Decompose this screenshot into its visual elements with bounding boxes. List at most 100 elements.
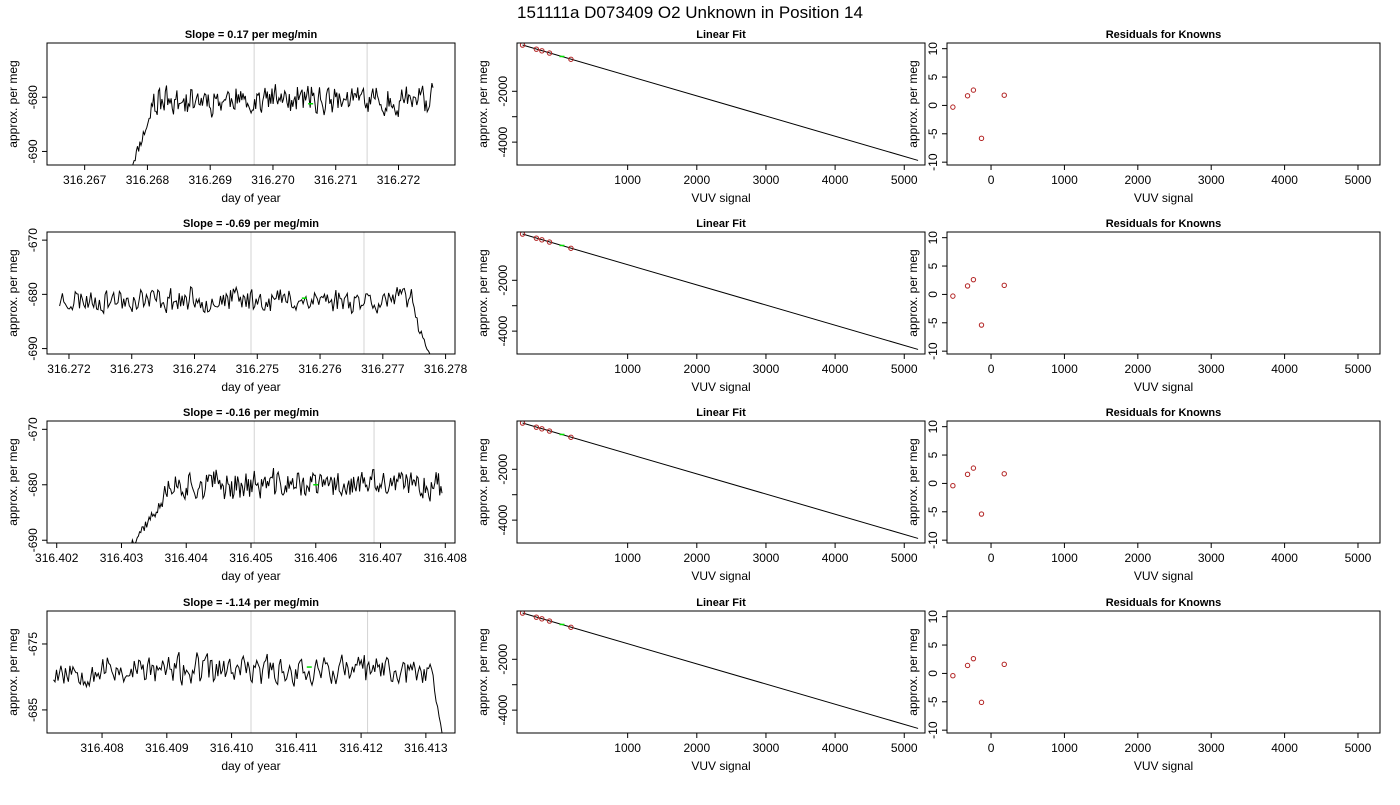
chart-7-frame xyxy=(46,420,456,544)
chart-3-title: Residuals for Knowns xyxy=(1106,29,1222,41)
chart-12-ytick-label: 5 xyxy=(926,641,940,648)
chart-2-ylabel: approx. per meg xyxy=(476,60,490,147)
chart-10-xtick-label: 316.409 xyxy=(145,741,189,755)
chart-9-xtick-label: 0 xyxy=(988,551,995,565)
chart-5-xtick-label: 5000 xyxy=(891,362,918,376)
chart-2-title: Linear Fit xyxy=(696,29,746,41)
chart-6-frame xyxy=(946,231,1381,355)
chart-8-ylabel: approx. per meg xyxy=(476,438,490,525)
chart-8-fit-line xyxy=(522,422,919,539)
figure-title: 151111a D073409 O2 Unknown in Position 1… xyxy=(517,3,863,22)
chart-12-known-point xyxy=(950,672,956,679)
chart-8-xtick-label: 4000 xyxy=(822,551,849,565)
chart-9-ytick-label: 0 xyxy=(926,480,940,487)
chart-10-title: Slope = -1.14 per meg/min xyxy=(183,597,319,609)
chart-2-xtick-label: 2000 xyxy=(683,173,710,187)
chart-4: Slope = -0.69 per meg/min 316.272 316.273 3… xyxy=(6,218,468,394)
chart-12-xtick-label: 5000 xyxy=(1345,741,1372,755)
chart-8-xtick-label: 1000 xyxy=(614,551,641,565)
chart-12-known-point xyxy=(978,699,985,706)
chart-7-xtick-label: 316.407 xyxy=(359,551,403,565)
chart-5-fit-line xyxy=(522,233,919,350)
chart-11-ytick-label: -4000 xyxy=(496,694,510,725)
chart-8-known-point xyxy=(533,424,540,430)
chart-9-xtick-label: 2000 xyxy=(1124,551,1151,565)
chart-9-ytick-label: 5 xyxy=(926,451,940,458)
chart-8-known-point xyxy=(519,421,526,426)
chart-10-ylabel: approx. per meg xyxy=(6,628,20,715)
chart-4-ytick-label: -690 xyxy=(26,336,40,360)
chart-2-known-point xyxy=(568,56,574,62)
chart-3-xtick-label: 0 xyxy=(988,173,995,187)
chart-8-known-point xyxy=(546,428,553,434)
chart-9: Residuals for Knowns 0 1000 2000 3000 4000 500… xyxy=(906,407,1381,583)
chart-1-xtick-label: 316.270 xyxy=(251,173,295,187)
chart-7-title: Slope = -0.16 per meg/min xyxy=(183,407,319,419)
chart-7-series-line xyxy=(131,467,443,543)
chart-8-ytick-label: -2000 xyxy=(496,454,510,485)
chart-6-ytick-label: -5 xyxy=(926,317,940,328)
chart-9-xtick-label: 3000 xyxy=(1198,551,1225,565)
chart-12-frame xyxy=(946,610,1381,734)
chart-5-known-point xyxy=(533,235,540,241)
chart-5-xtick-label: 1000 xyxy=(614,362,641,376)
chart-6-known-point xyxy=(970,276,977,283)
chart-2-known-point xyxy=(546,50,553,56)
chart-12: Residuals for Knowns 0 1000 2000 3000 4000 500… xyxy=(906,597,1381,773)
chart-12-xtick-label: 2000 xyxy=(1124,741,1151,755)
chart-5-xtick-label: 4000 xyxy=(822,362,849,376)
chart-9-known-point xyxy=(970,465,977,471)
chart-3: Residuals for Knowns 0 1000 2000 3000 4000 500… xyxy=(906,29,1381,205)
chart-6-xtick-label: 3000 xyxy=(1198,362,1225,376)
chart-10-xtick-label: 316.408 xyxy=(80,741,124,755)
chart-4-xtick-label: 316.277 xyxy=(361,362,405,376)
chart-8-title: Linear Fit xyxy=(696,407,746,419)
chart-3-ytick-label: 10 xyxy=(926,42,940,56)
chart-10-xtick-label: 316.411 xyxy=(275,741,318,755)
chart-5-ytick-label: -4000 xyxy=(496,315,510,346)
chart-6-xtick-label: 2000 xyxy=(1124,362,1151,376)
chart-7-xtick-label: 316.404 xyxy=(165,551,209,565)
chart-7-ytick-label: -670 xyxy=(26,417,40,441)
chart-2-xlabel: VUV signal xyxy=(691,191,750,205)
chart-1-xtick-label: 316.271 xyxy=(314,173,358,187)
chart-2-xtick-label: 5000 xyxy=(891,173,918,187)
chart-1-xlabel: day of year xyxy=(221,191,280,205)
chart-9-ytick-label: -10 xyxy=(926,531,940,549)
chart-6-xtick-label: 4000 xyxy=(1271,362,1298,376)
chart-8: Linear Fit 1000 2000 3000 4000 5000 -4000 -2000… xyxy=(476,407,926,583)
chart-11-known-point xyxy=(533,614,540,620)
chart-12-known-point xyxy=(1001,661,1007,668)
chart-3-known-point xyxy=(1001,92,1007,98)
chart-9-xtick-label: 1000 xyxy=(1051,551,1078,565)
chart-6-xtick-label: 0 xyxy=(988,362,995,376)
chart-11-ytick-label: -2000 xyxy=(496,644,510,675)
chart-3-xtick-label: 1000 xyxy=(1051,173,1078,187)
chart-8-known-point xyxy=(539,426,545,432)
chart-3-xtick-label: 5000 xyxy=(1345,173,1372,187)
chart-3-frame xyxy=(946,42,1381,166)
chart-3-ytick-label: -10 xyxy=(926,153,940,171)
chart-6-known-point xyxy=(1001,282,1007,289)
chart-2-known-point xyxy=(519,43,526,48)
chart-11-xtick-label: 4000 xyxy=(822,741,849,755)
chart-7-xlabel: day of year xyxy=(221,569,280,583)
chart-8-ytick-label: -4000 xyxy=(496,504,510,535)
chart-1-ylabel: approx. per meg xyxy=(6,60,20,147)
chart-2-ytick-label: -4000 xyxy=(496,126,510,157)
chart-4-ytick-label: -670 xyxy=(26,228,40,252)
chart-5-xlabel: VUV signal xyxy=(691,380,750,394)
chart-2-xtick-label: 3000 xyxy=(753,173,780,187)
chart-12-xtick-label: 0 xyxy=(988,741,995,755)
chart-6-known-point xyxy=(978,322,985,328)
chart-9-title: Residuals for Knowns xyxy=(1106,407,1222,419)
chart-7-ytick-label: -690 xyxy=(26,528,40,552)
chart-2-fit-line xyxy=(522,44,919,161)
chart-12-xtick-label: 3000 xyxy=(1198,741,1225,755)
chart-6-ytick-label: 5 xyxy=(926,262,940,269)
chart-9-known-point xyxy=(978,511,985,517)
chart-9-known-point xyxy=(964,471,971,478)
chart-11-known-point xyxy=(519,611,526,616)
chart-6-ylabel: approx. per meg xyxy=(906,249,920,336)
